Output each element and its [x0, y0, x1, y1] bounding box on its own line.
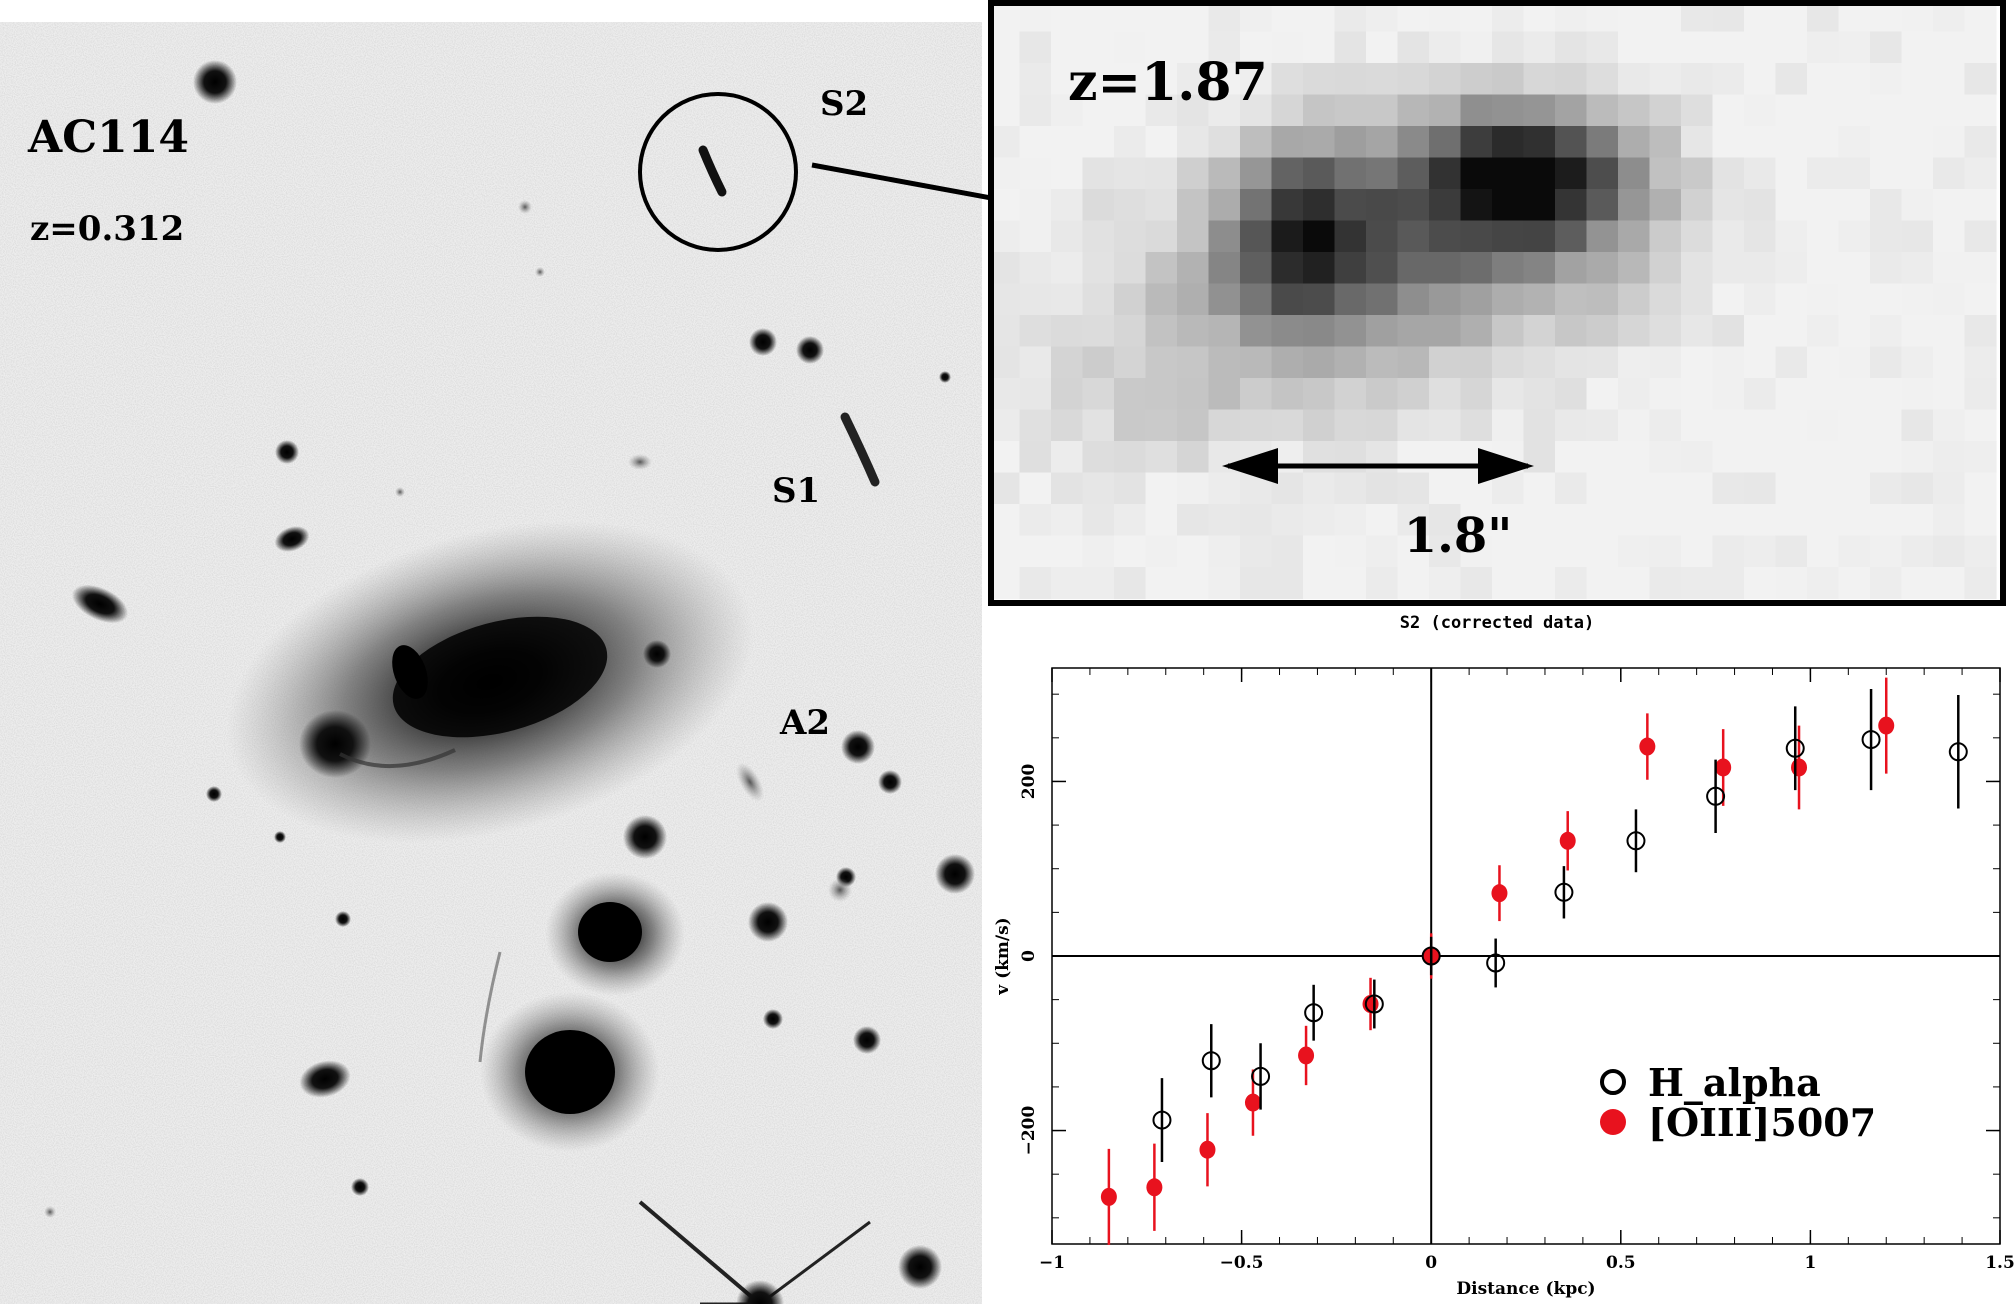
pixel-grid: [988, 0, 1997, 600]
zoom-caption: S2 (corrected data): [1399, 613, 1595, 633]
data-point: [1491, 884, 1508, 903]
legend-marker-halpha: [1600, 1069, 1626, 1095]
data-point: [1421, 946, 1441, 966]
faint-features: [44, 200, 852, 1218]
data-point: [1861, 730, 1881, 750]
lower-galaxies: [478, 815, 685, 1152]
y-tick-label: −200: [1019, 1106, 1039, 1156]
data-point: [1152, 1110, 1172, 1130]
x-tick-label: 0: [1425, 1253, 1437, 1273]
data-point: [1486, 953, 1506, 973]
data-point: [1559, 831, 1576, 850]
data-point: [1878, 716, 1895, 735]
series-halpha: [1152, 688, 1968, 1162]
legend-label-halpha: H_alpha: [1648, 1060, 1821, 1105]
zoom-border: [988, 0, 2006, 606]
y-tick-label: 0: [1019, 950, 1039, 962]
bright-star: [638, 1200, 871, 1304]
s2-galaxy: [698, 145, 727, 197]
data-point: [1201, 1051, 1221, 1071]
x-tick-label: −1: [1039, 1253, 1065, 1273]
bcg-galaxy: [226, 521, 754, 843]
data-point: [1199, 1140, 1216, 1159]
scale-bar: [1222, 448, 1534, 484]
x-tick-label: 1.5: [1985, 1253, 2015, 1273]
label-a2: A2: [779, 703, 830, 743]
legend-marker-oiii: [1600, 1109, 1626, 1135]
sky-image-panel: AC114 z=0.312 S2 S1 A2: [0, 22, 982, 1304]
axis-ticks: −1 −0.5 0 0.5 1 1.5 −200 0 200: [1019, 668, 2015, 1273]
x-tick-label: 1: [1804, 1253, 1816, 1273]
data-point: [1715, 758, 1732, 777]
data-point: [1706, 786, 1726, 806]
zoom-panel: z=1.87 1.8": [988, 0, 2006, 606]
field-sources: [71, 60, 975, 1289]
legend-label-oiii: [OIII]5007: [1648, 1100, 1876, 1145]
data-point: [1304, 1003, 1324, 1023]
data-point: [1298, 1046, 1315, 1065]
x-tick-label: 0.5: [1606, 1253, 1636, 1273]
label-s2: S2: [820, 84, 868, 124]
data-point: [1791, 758, 1808, 777]
data-point: [1639, 737, 1656, 756]
label-s1: S1: [772, 471, 820, 511]
data-point: [1146, 1178, 1163, 1197]
s2-circle: [638, 92, 798, 252]
zoom-redshift: z=1.87: [1068, 52, 1268, 113]
x-axis-label: Distance (kpc): [1456, 1279, 1595, 1299]
series-layer: [1100, 677, 1968, 1245]
legend: H_alpha [OIII]5007: [1600, 1060, 1876, 1145]
scale-label: 1.8": [1404, 508, 1513, 564]
data-point: [1100, 1187, 1117, 1206]
data-point: [1554, 882, 1574, 902]
data-point: [1251, 1066, 1271, 1086]
y-axis-label: v (km/s): [993, 917, 1013, 995]
s1-arc: [840, 412, 880, 487]
x-tick-label: −0.5: [1220, 1253, 1264, 1273]
data-point: [1785, 738, 1805, 758]
y-tick-label: 200: [1019, 764, 1039, 800]
rotation-curve-chart: −1 −0.5 0 0.5 1 1.5 −200 0 200 Distance (kpc) v …: [993, 667, 2015, 1299]
cluster-redshift: z=0.312: [30, 209, 184, 249]
cluster-name: AC114: [27, 112, 189, 163]
data-point: [1948, 742, 1968, 762]
data-point: [1364, 994, 1384, 1014]
data-point: [1626, 831, 1646, 851]
data-point: [1244, 1093, 1261, 1112]
